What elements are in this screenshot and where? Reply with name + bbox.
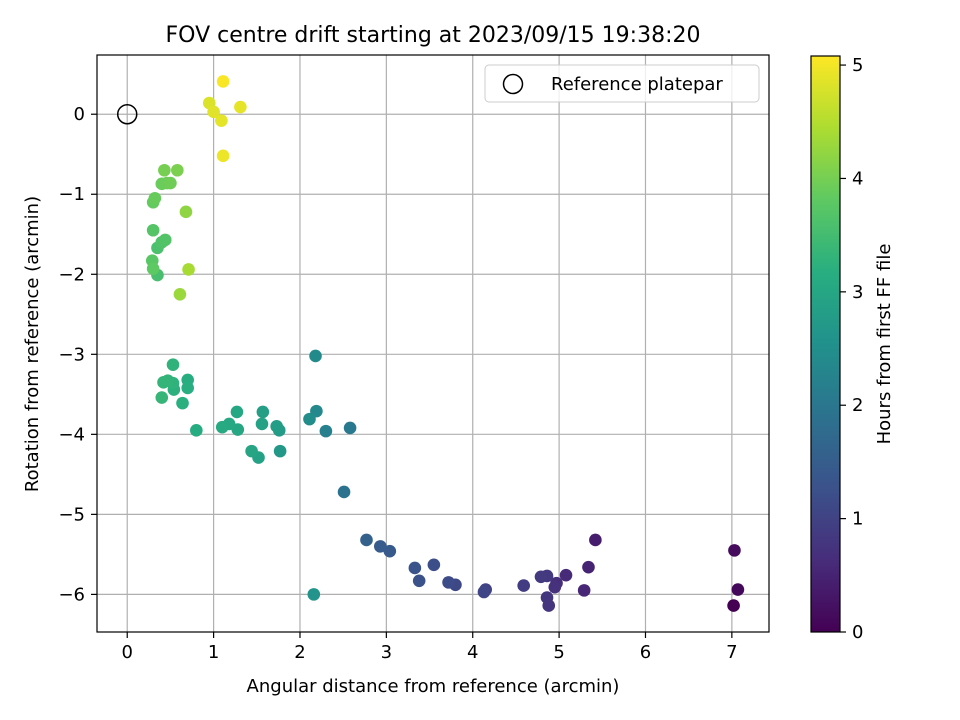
data-point <box>309 349 322 363</box>
colorbar <box>810 55 841 633</box>
data-point <box>728 544 741 557</box>
colorbar-tick-label: 0 <box>852 622 863 643</box>
data-point <box>245 444 258 458</box>
y-tick-label: −5 <box>58 504 85 525</box>
data-point <box>157 376 170 389</box>
y-tick-label: −4 <box>58 424 85 445</box>
data-point <box>164 176 177 190</box>
y-axis-ticks: 0 −1 −2 −3 −4 −5 −6 <box>58 104 97 605</box>
data-point <box>179 205 193 219</box>
chart-title: FOV centre drift starting at 2023/09/15 … <box>166 23 701 48</box>
data-point <box>171 163 184 177</box>
data-point <box>181 381 194 395</box>
x-tick-label: 6 <box>640 642 651 663</box>
x-axis-ticks: 0 1 2 3 4 5 6 7 <box>122 632 738 663</box>
data-point <box>148 191 162 205</box>
y-tick-label: −3 <box>58 344 85 365</box>
x-tick-label: 1 <box>208 642 219 663</box>
colorbar-tick-label: 4 <box>852 168 863 189</box>
data-point <box>215 114 228 127</box>
colorbar-tick-label: 2 <box>852 395 863 416</box>
data-point <box>582 560 595 574</box>
data-point <box>412 574 426 588</box>
legend-box <box>484 64 760 103</box>
data-point <box>173 287 187 301</box>
data-point <box>477 585 491 599</box>
x-tick-label: 2 <box>294 642 305 663</box>
data-point <box>216 149 230 163</box>
data-point <box>303 412 316 426</box>
reference-platepar-marker <box>116 103 138 125</box>
legend-marker-icon <box>502 73 524 95</box>
y-tick-label: 0 <box>74 104 85 125</box>
data-point <box>234 100 247 114</box>
data-point <box>517 579 530 592</box>
legend: Reference platepar <box>484 64 760 103</box>
x-tick-label: 3 <box>381 642 392 663</box>
data-point <box>230 405 244 419</box>
data-point <box>158 233 172 247</box>
data-point <box>559 568 573 582</box>
data-point <box>442 576 455 589</box>
x-tick-label: 0 <box>122 642 133 663</box>
data-point <box>190 424 203 437</box>
x-tick-label: 7 <box>726 642 737 663</box>
data-point <box>215 420 229 434</box>
data-points <box>145 75 745 612</box>
data-point <box>270 420 283 433</box>
x-tick-label: 4 <box>467 642 478 663</box>
data-point <box>534 570 548 584</box>
y-tick-label: −1 <box>58 184 85 205</box>
data-point <box>383 544 397 558</box>
data-point <box>182 263 195 276</box>
data-point <box>166 358 180 372</box>
data-point <box>155 391 169 404</box>
data-point <box>540 591 554 604</box>
data-point <box>548 580 562 594</box>
colorbar-tick-label: 3 <box>852 282 863 303</box>
colorbar-tick-label: 1 <box>852 509 863 530</box>
data-point <box>343 421 357 435</box>
data-point <box>374 540 387 553</box>
data-point <box>731 583 745 596</box>
data-point <box>158 163 171 177</box>
y-tick-label: −6 <box>58 584 85 605</box>
x-axis-label: Angular distance from reference (arcmin) <box>247 676 620 697</box>
x-tick-label: 5 <box>553 642 564 663</box>
colorbar-ticks: 0 1 2 3 4 5 <box>840 55 863 643</box>
data-point <box>146 223 160 237</box>
y-tick-label: −2 <box>58 264 85 285</box>
data-point <box>273 444 287 458</box>
plot-frame <box>96 54 770 633</box>
data-point <box>360 533 373 547</box>
data-point <box>216 75 230 88</box>
data-point <box>207 105 220 119</box>
data-point <box>577 584 591 597</box>
data-point <box>255 417 269 431</box>
data-point <box>589 533 602 547</box>
data-point <box>427 558 441 572</box>
data-point <box>408 561 422 575</box>
data-point <box>727 599 740 612</box>
legend-entry-reference-platepar: Reference platepar <box>551 74 723 95</box>
data-point <box>337 485 351 499</box>
colorbar-tick-label: 5 <box>852 55 863 76</box>
data-point <box>256 405 270 419</box>
y-axis-label: Rotation from reference (arcmin) <box>22 196 43 492</box>
data-point <box>307 588 321 601</box>
data-point <box>146 262 160 275</box>
colorbar-label: Hours from first FF file <box>874 244 895 445</box>
data-point <box>176 396 189 410</box>
grid-lines <box>97 55 769 632</box>
data-point <box>319 424 333 438</box>
